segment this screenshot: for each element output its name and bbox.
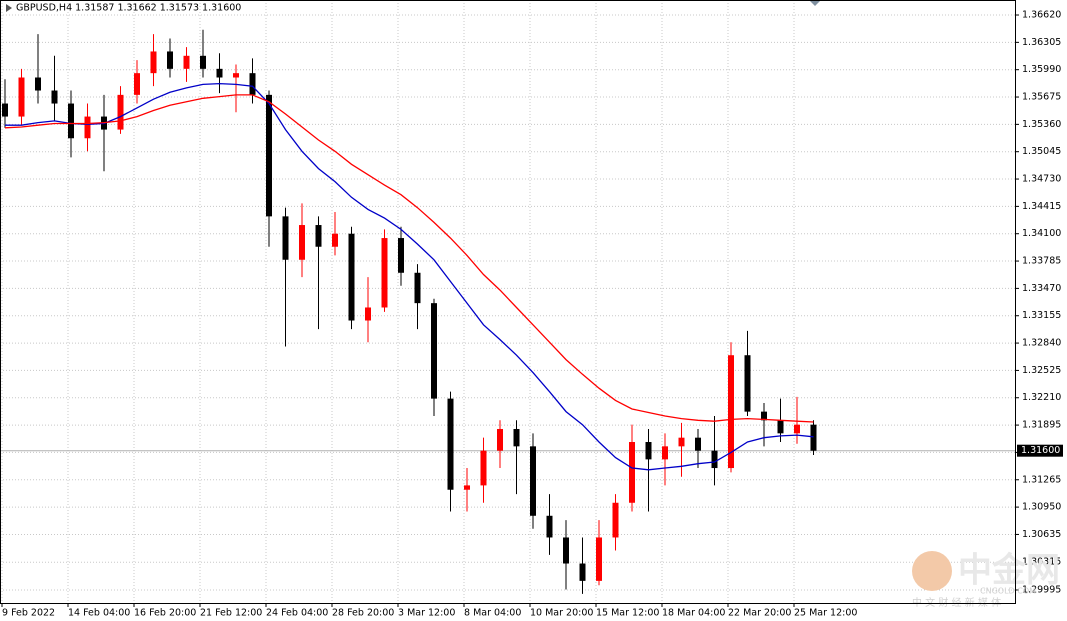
candle-body: [167, 51, 173, 69]
candle-body: [35, 77, 41, 91]
y-tick-label: 1.34415: [1022, 201, 1061, 212]
shift-marker: [809, 0, 821, 6]
candle-body: [216, 68, 223, 78]
x-tick-label: 14 Feb 04:00: [68, 608, 130, 619]
candle-body: [365, 307, 371, 321]
y-tick-label: 1.36620: [1022, 10, 1061, 21]
x-tick-label: 21 Feb 12:00: [200, 608, 262, 619]
candle-body: [249, 73, 256, 95]
candle-body: [2, 103, 8, 117]
candle-body: [579, 563, 586, 581]
candle-body: [381, 238, 388, 308]
watermark-slogan: 中 文 财 经 新 媒 体: [912, 596, 1001, 609]
x-tick-label: 25 Mar 12:00: [794, 608, 857, 619]
candle-body: [299, 225, 305, 260]
candle-body: [711, 450, 718, 469]
candle-body: [645, 442, 652, 460]
x-tick-label: 10 Mar 20:00: [530, 608, 593, 619]
y-tick-label: 1.31895: [1022, 420, 1061, 431]
candle-body: [810, 424, 817, 451]
candle-body: [546, 515, 553, 538]
candle-body: [233, 73, 239, 78]
y-tick-label: 1.34730: [1022, 174, 1061, 185]
candle-body: [266, 94, 272, 217]
candle-body: [315, 225, 322, 247]
y-tick-label: 1.35045: [1022, 146, 1061, 157]
candle-body: [761, 411, 767, 421]
price-label-box: [1017, 444, 1063, 457]
y-tick-label: 1.30315: [1022, 557, 1061, 568]
candle-body: [777, 420, 784, 434]
candle-body: [332, 233, 338, 247]
y-tick-label: 1.32525: [1022, 365, 1061, 376]
x-tick-label: 16 Feb 20:00: [134, 608, 196, 619]
candle-body: [200, 55, 206, 69]
x-tick-label: 24 Feb 04:00: [266, 608, 328, 619]
candle-body: [134, 73, 140, 95]
watermark-site: CNGOLD.COM: [980, 587, 1036, 596]
x-tick-label: 18 Mar 04:00: [662, 608, 725, 619]
x-tick-label: 8 Mar 04:00: [464, 608, 521, 619]
candle-body: [695, 437, 701, 451]
candle-body: [84, 116, 91, 139]
moving-average-line: [5, 82, 814, 471]
candle-body: [431, 303, 437, 399]
y-tick-label: 1.32210: [1022, 392, 1061, 403]
y-tick-label: 1.29995: [1022, 584, 1061, 595]
y-tick-label: 1.34100: [1022, 228, 1061, 239]
candle-body: [744, 355, 751, 412]
candle-body: [662, 446, 668, 460]
y-tick-label: 1.33470: [1022, 283, 1061, 294]
candle-body: [530, 446, 536, 516]
candle-body: [51, 90, 58, 104]
y-tick-label: 1.35360: [1022, 119, 1061, 130]
y-tick-label: 1.30635: [1022, 529, 1061, 540]
y-tick-label: 1.35990: [1022, 64, 1061, 75]
price-label: 1.31600: [1021, 445, 1060, 456]
watermark-logo-text: 中金网: [958, 551, 1060, 591]
y-tick-label: 1.31265: [1022, 474, 1061, 485]
y-tick-label: 1.33155: [1022, 310, 1061, 321]
candle-body: [612, 502, 619, 538]
y-tick-label: 1.35675: [1022, 92, 1061, 103]
x-tick-label: 28 Feb 20:00: [332, 608, 394, 619]
candle-body: [18, 77, 25, 117]
candle-body: [497, 428, 503, 451]
candle-body: [282, 216, 289, 260]
candle-body: [150, 51, 157, 74]
y-tick-label: 1.30950: [1022, 502, 1061, 513]
watermark-logo: [912, 551, 952, 591]
candle-body: [596, 537, 602, 581]
candle-body: [563, 537, 569, 564]
x-tick-label: 9 Feb 2022: [2, 608, 55, 619]
plot-border: [0, 0, 1016, 604]
candle-body: [629, 442, 635, 503]
candle-body: [348, 233, 355, 321]
candle-body: [678, 437, 685, 447]
candle-body: [117, 94, 124, 130]
chart-title: GBPUSD,H4 1.31587 1.31662 1.31573 1.3160…: [16, 3, 241, 14]
candle-body: [398, 238, 404, 273]
candle-body: [447, 398, 454, 490]
moving-average-line: [4, 94, 814, 423]
candle-body: [464, 485, 470, 490]
y-tick-label: 1.32840: [1022, 338, 1061, 349]
candle-body: [414, 272, 421, 304]
candle-body: [183, 55, 190, 69]
candle-body: [728, 355, 734, 469]
watermark: 中金网 CNGOLD.COM 中 文 财 经 新 媒 体: [912, 551, 1060, 609]
candle-body: [513, 428, 520, 447]
x-tick-label: 3 Mar 12:00: [398, 608, 455, 619]
y-tick-label: 1.36305: [1022, 37, 1061, 48]
candle-body: [794, 424, 800, 434]
x-tick-label: 15 Mar 12:00: [596, 608, 659, 619]
x-tick-label: 22 Mar 20:00: [728, 608, 791, 619]
y-tick-label: 1.33785: [1022, 256, 1061, 267]
title-arrow: [6, 4, 12, 12]
candle-body: [68, 103, 74, 139]
candle-body: [480, 450, 487, 486]
